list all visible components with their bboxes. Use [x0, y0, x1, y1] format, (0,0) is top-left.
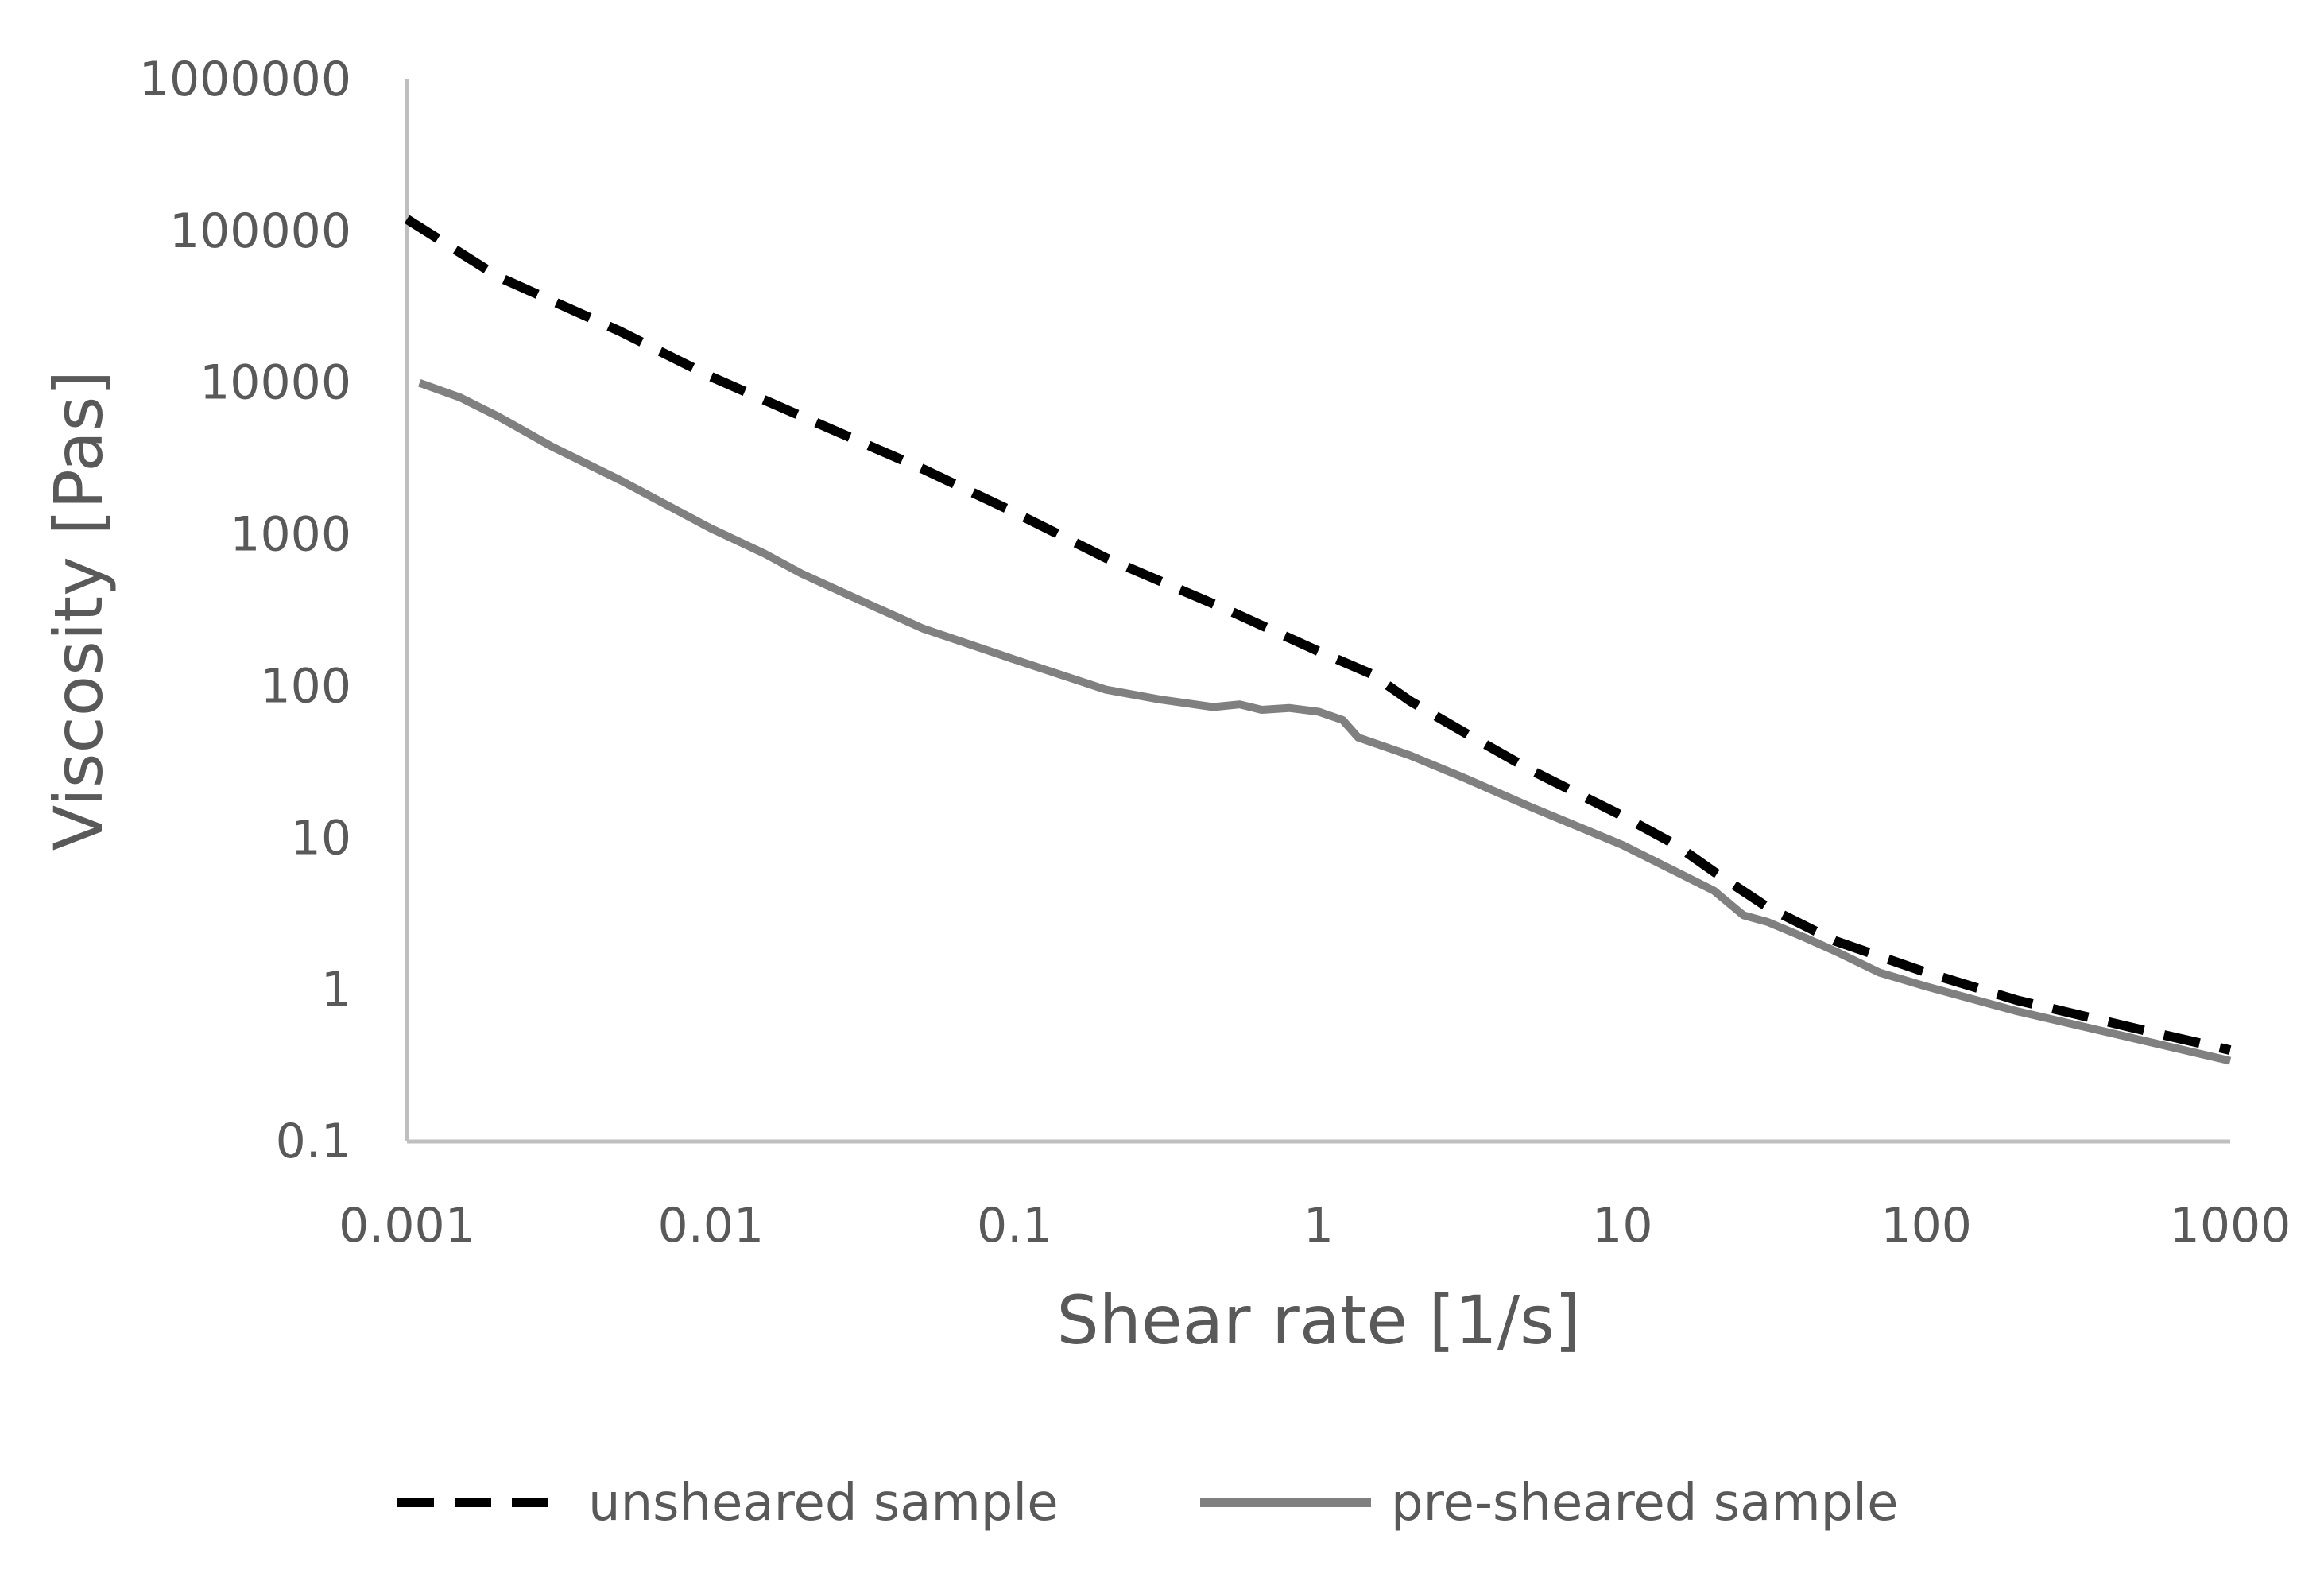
- x-tick-label: 0.1: [977, 1198, 1052, 1254]
- series-layer: [404, 215, 2232, 1065]
- series-line-unsheared: [404, 215, 2232, 1055]
- x-tick-label: 1: [1303, 1198, 1334, 1254]
- y-tick-label: 1: [321, 962, 351, 1017]
- y-tick-label: 10: [291, 810, 351, 866]
- legend: unsheared sample pre-sheared sample: [397, 1474, 1898, 1533]
- y-tick-label: 1000000: [139, 52, 351, 107]
- x-tick-label: 1000: [2170, 1198, 2291, 1254]
- x-tick-label: 0.001: [339, 1198, 475, 1254]
- y-tick-labels: 0.1 1 10 100 1000 10000 100000 1000000: [139, 52, 351, 1169]
- y-axis-title: Viscosity [Pas]: [40, 370, 118, 851]
- x-tick-label: 100: [1881, 1198, 1972, 1254]
- y-tick-label: 10000: [199, 355, 351, 411]
- legend-label-unsheared: unsheared sample: [588, 1474, 1059, 1533]
- series-line-presheared: [418, 378, 2232, 1065]
- x-tick-labels: 0.001 0.01 0.1 1 10 100 1000: [339, 1198, 2291, 1254]
- x-tick-label: 0.01: [658, 1198, 765, 1254]
- y-tick-label: 1000: [230, 507, 351, 563]
- x-tick-label: 10: [1592, 1198, 1652, 1254]
- y-tick-label: 100: [260, 658, 351, 714]
- legend-label-presheared: pre-sheared sample: [1391, 1474, 1898, 1533]
- y-tick-label: 100000: [169, 203, 351, 259]
- y-tick-label: 0.1: [276, 1114, 351, 1169]
- x-axis-title: Shear rate [1/s]: [1056, 1281, 1580, 1359]
- axes: [405, 79, 2230, 1144]
